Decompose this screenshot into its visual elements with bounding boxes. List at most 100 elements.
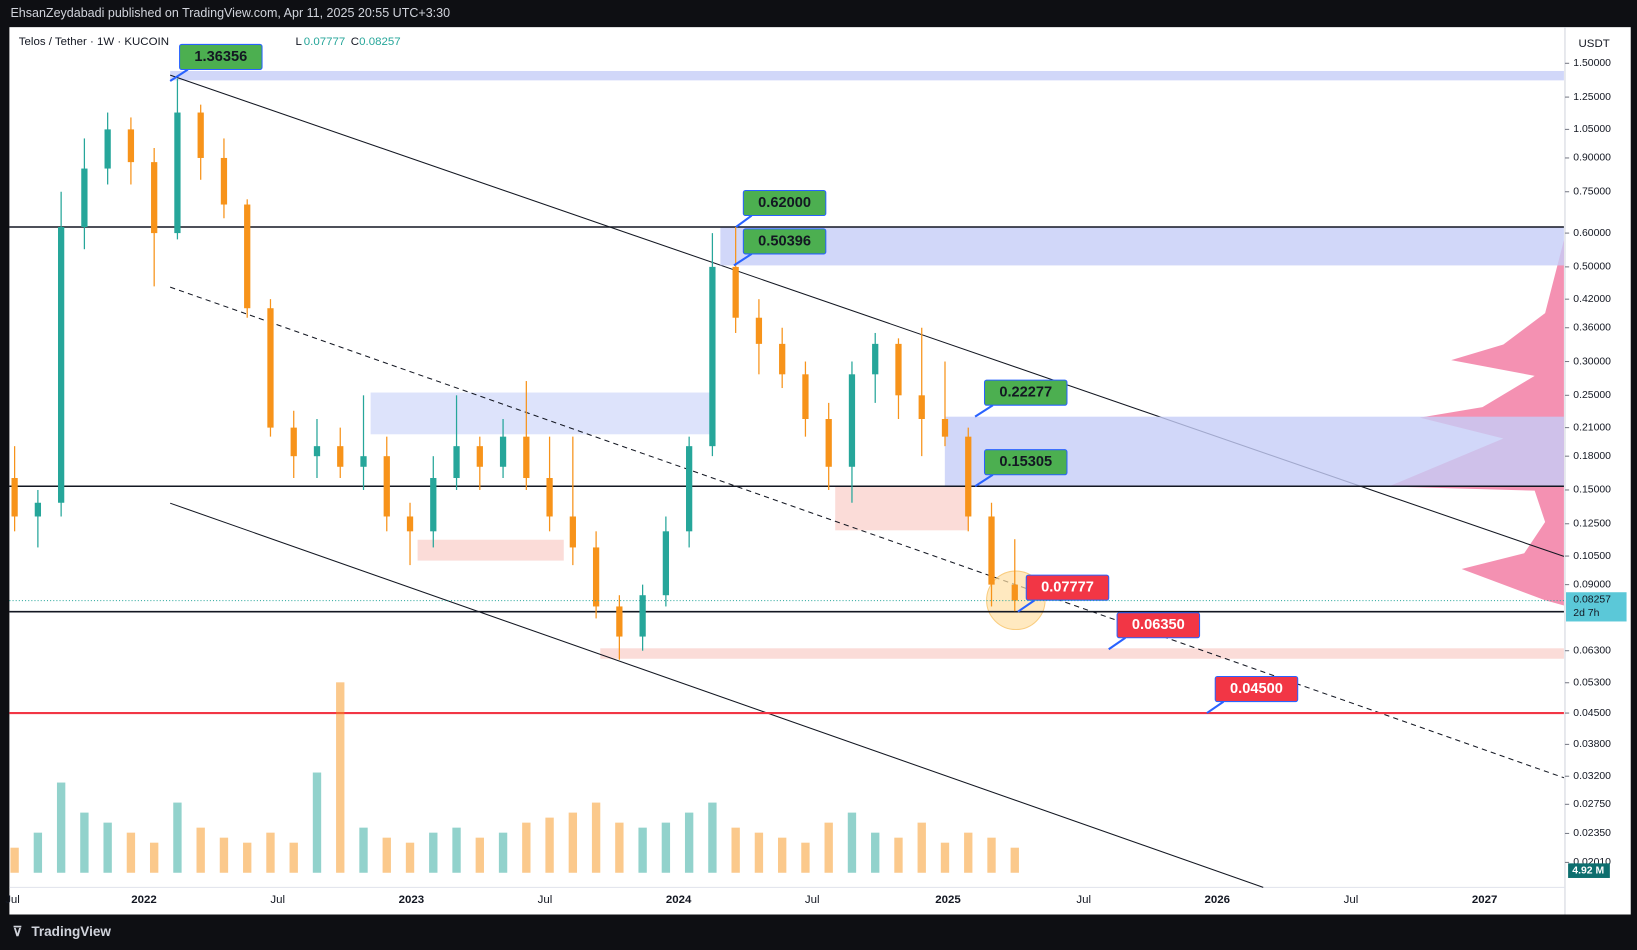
volume-bar [312,772,322,873]
price-tick-label: 0.25000 [1573,390,1611,401]
candle-body [58,227,65,503]
candle-body [965,436,972,517]
candle-body [686,446,693,532]
candle-body [755,317,763,344]
volume-bar [266,832,275,873]
volume-bar [754,832,764,873]
volume-bar [289,842,298,873]
annotation-label: 0.06350 [1132,617,1185,633]
annotation-pointer [1017,599,1036,613]
candle-body [313,446,321,457]
candle-body [895,343,902,396]
candle-body [848,374,856,467]
candle-body [360,456,367,467]
volume-bar [894,837,903,873]
candle-body [802,374,809,420]
candle-body [523,436,530,479]
candle-body [732,266,739,318]
chart-layer: Telos / Tether · 1W · KUCOIN L 0.07777 C… [5,36,1627,906]
ohlc-value: 0.08257 [359,36,400,48]
volume-bar [684,812,694,873]
candle-body [430,478,437,532]
annotation-label: 0.04500 [1230,681,1283,697]
volume-bar [80,812,89,873]
volume-bar [1010,847,1019,873]
annotation-box [1116,612,1201,639]
price-tick-label: 1.25000 [1573,92,1611,103]
annotation-pointer [735,214,753,228]
volume-bar [103,822,112,873]
candle-body [104,129,111,169]
time-label: 2023 [399,894,425,906]
annotation-pointer [974,404,994,418]
candle-body [546,478,553,517]
brand: TradingView [31,924,111,939]
volume-bar [219,837,229,873]
price-tick-label: 0.10500 [1573,551,1611,562]
zone [170,70,1564,81]
volume-bar [731,827,740,873]
price-tick-label: 0.30000 [1573,356,1611,367]
candle-body [267,308,274,428]
candle-body [476,446,483,467]
symbol-name: Telos / Tether · 1W · KUCOIN [19,36,169,48]
candle-body [569,516,576,548]
annotation-pointer [169,68,189,82]
volume-bar [708,802,717,873]
candle-body [290,427,297,457]
annotation-label: 0.07777 [1041,580,1094,596]
volume-bar [638,827,647,873]
candle-body [779,343,786,375]
volume-bar [126,832,136,873]
annotation-pointer [974,473,994,488]
time-label: Jul [538,894,553,906]
time-label: 2027 [1472,894,1498,906]
zone [600,648,1564,659]
volume-bar [475,837,484,873]
price-tick-label: 0.05300 [1573,677,1611,688]
price-tick-label: 0.15000 [1573,485,1611,496]
volume-bar [522,822,531,873]
time-label: Jul [5,894,20,906]
ohlc-value: 0.07777 [304,36,345,48]
ohlc-key: C [351,36,359,48]
candle-body [592,547,600,607]
candle-body [988,516,995,585]
volume-tag [1568,863,1610,878]
annotation-label: 0.50396 [758,233,811,249]
time-label: 2025 [935,894,961,906]
countdown: 2d 7h [1573,608,1599,619]
volume-bar [56,782,66,873]
annotation-box [1214,676,1299,703]
annotation-box [983,379,1068,406]
price-tick-label: 0.60000 [1573,228,1611,239]
volume-bar [591,802,601,873]
time-label: Jul [270,894,285,906]
zone [370,392,716,435]
price-tick-label: 0.03800 [1573,739,1611,750]
price-tick-label: 0.18000 [1573,451,1611,462]
candle-body [127,129,135,163]
zone [417,539,564,561]
volume-bar [847,812,857,873]
annotation-box [742,189,827,217]
annotation-box [179,43,263,71]
annotation-label: 0.15305 [999,454,1052,470]
annotation-box [983,449,1068,476]
annotation-box [742,228,827,255]
candle-body [453,446,460,479]
volume-bar [405,842,415,873]
candle-body [11,478,18,517]
volume-bar [498,832,508,873]
candle-body [383,456,390,517]
candle-body [220,157,228,205]
candle-body [244,204,251,309]
publisher: EhsanZeydabadi published on TradingView.… [10,6,450,20]
price-tick-label: 0.06300 [1573,645,1611,656]
volume-bar [940,842,950,873]
annotation-pointer [1108,636,1127,651]
volume-bar [382,837,391,873]
volume-bar [452,827,461,873]
